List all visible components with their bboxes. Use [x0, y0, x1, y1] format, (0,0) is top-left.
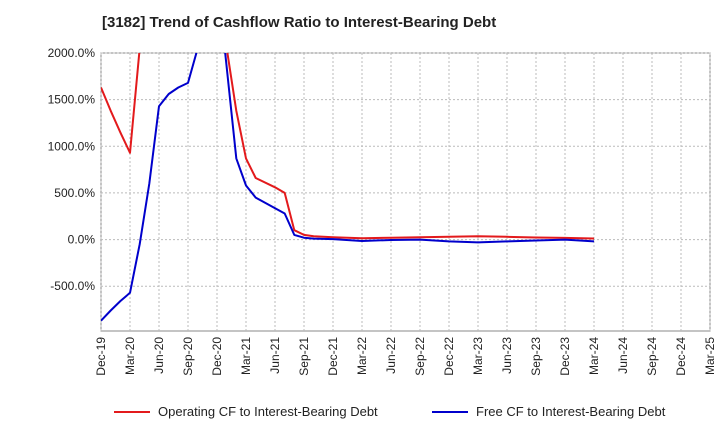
- plot-frame: [100, 52, 711, 332]
- x-tick-label: Dec-19: [94, 337, 108, 376]
- y-tick-label: 1500.0%: [48, 93, 96, 107]
- operating-cf-line: [226, 53, 595, 240]
- x-tick-label: Dec-21: [326, 337, 340, 376]
- legend-label-free-cf: Free CF to Interest-Bearing Debt: [476, 404, 666, 419]
- legend-swatch-free-cf: [432, 410, 468, 413]
- x-tick-label: Sep-21: [297, 337, 311, 376]
- legend-swatch-operating-cf: [114, 410, 150, 413]
- legend-label-operating-cf: Operating CF to Interest-Bearing Debt: [158, 404, 378, 419]
- x-tick-label: Sep-20: [181, 337, 195, 376]
- x-tick-label: Sep-22: [413, 337, 427, 376]
- x-tick-label: Sep-23: [529, 337, 543, 376]
- y-tick-label: 2000.0%: [48, 46, 96, 60]
- y-tick-label: 500.0%: [54, 186, 95, 200]
- y-tick-label: 0.0%: [68, 233, 96, 247]
- x-tick-label: Dec-22: [442, 337, 456, 376]
- legend: Operating CF to Interest-Bearing Debt Fr…: [0, 404, 720, 426]
- grid-layer: [100, 52, 711, 332]
- x-tick-label: Mar-24: [587, 337, 601, 375]
- x-tick-label: Mar-22: [355, 337, 369, 375]
- x-tick-label: Jun-21: [268, 337, 282, 374]
- free-cf-line: [101, 53, 198, 322]
- free-cf-line: [224, 53, 595, 244]
- x-tick-label: Dec-23: [558, 337, 572, 376]
- series-layer: [101, 53, 595, 322]
- x-tick-label: Dec-24: [674, 337, 688, 376]
- x-tick-label: Mar-21: [239, 337, 253, 375]
- x-tick-label: Mar-23: [471, 337, 485, 375]
- x-tick-label: Mar-20: [123, 337, 137, 375]
- legend-item-free-cf: Free CF to Interest-Bearing Debt: [432, 404, 665, 419]
- x-tick-label: Jun-23: [500, 337, 514, 374]
- axis-layer: Dec-19 Mar-20 Jun-20 Sep-20 Dec-20 Mar-21 Jun-…: [48, 46, 717, 376]
- y-tick-label: 1000.0%: [48, 139, 96, 153]
- x-tick-label: Mar-25: [703, 337, 717, 375]
- legend-item-operating-cf: Operating CF to Interest-Bearing Debt: [114, 404, 378, 419]
- operating-cf-line: [101, 53, 141, 154]
- chart-title: [3182] Trend of Cashflow Ratio to Intere…: [102, 14, 497, 31]
- y-tick-label: -500.0%: [50, 279, 95, 293]
- x-tick-label: Sep-24: [645, 337, 659, 376]
- x-tick-label: Jun-20: [152, 337, 166, 374]
- x-tick-label: Jun-22: [384, 337, 398, 374]
- x-tick-label: Dec-20: [210, 337, 224, 376]
- x-tick-label: Jun-24: [616, 337, 630, 374]
